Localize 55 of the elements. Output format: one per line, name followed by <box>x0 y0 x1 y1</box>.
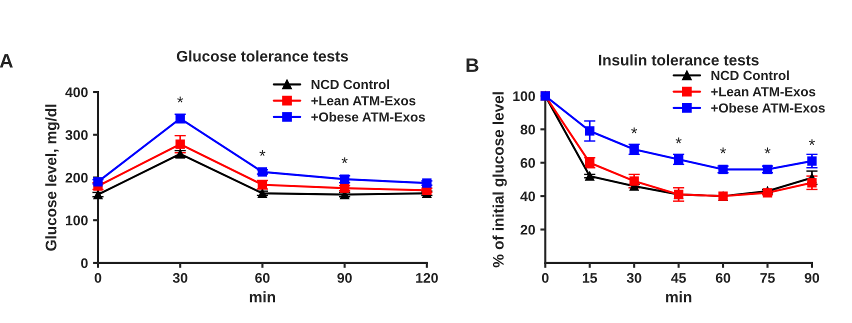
y-axis-title: % of initial glucose level <box>492 92 507 268</box>
text: A <box>0 54 13 68</box>
x-tick-label: 75 <box>760 273 775 283</box>
annotation: * <box>808 139 815 146</box>
chart-title: Insulin tolerance tests <box>598 54 759 66</box>
x-tick-label: 45 <box>671 273 686 283</box>
point <box>176 139 185 149</box>
y-tick-label: 20 <box>520 224 535 235</box>
y-axis-title: Glucose level, mg/dl <box>45 104 60 251</box>
legend-label: +Obese ATM-Exos <box>711 102 825 113</box>
point <box>807 156 817 166</box>
point <box>585 171 594 181</box>
chart-title: Glucose tolerance tests <box>176 50 348 62</box>
x-axis-title: min <box>250 291 276 302</box>
legend-label: +Lean ATM-Exos <box>311 96 416 106</box>
point <box>93 177 103 186</box>
annotation: * <box>342 157 348 164</box>
point <box>93 190 103 200</box>
annotation: * <box>177 96 184 103</box>
annotation: * <box>676 138 682 144</box>
y-tick-label: 0 <box>81 258 88 268</box>
x-tick-label: 90 <box>337 273 352 283</box>
y-tick-label: 200 <box>66 172 88 183</box>
x-tick-label: 30 <box>172 273 188 283</box>
legend-label: +Lean ATM-Exos <box>711 87 816 96</box>
legend-label: +Obese ATM-Exos <box>311 112 425 122</box>
legend-label: NCD Control <box>312 79 389 90</box>
x-axis-title: min <box>666 291 692 302</box>
point <box>176 149 185 159</box>
y-tick-label: 100 <box>66 216 88 226</box>
x-tick-label: 60 <box>716 273 730 283</box>
point <box>807 178 817 188</box>
y-tick-label: 60 <box>520 158 535 168</box>
x-tick-label: 0 <box>94 273 102 283</box>
point <box>258 167 268 177</box>
y-tick-label: 100 <box>513 91 535 102</box>
y-tick-label: 300 <box>65 130 88 140</box>
legend-label: NCD Control <box>712 70 789 80</box>
x-tick-label: 30 <box>626 273 642 283</box>
x-tick-label: 60 <box>255 273 270 283</box>
annotation: * <box>720 148 726 154</box>
point <box>762 188 772 198</box>
x-tick-label: 120 <box>416 273 438 283</box>
annotation: * <box>631 128 638 134</box>
text: B <box>466 58 478 72</box>
x-tick-label: 15 <box>582 273 598 283</box>
annotation: * <box>259 150 266 156</box>
point <box>629 176 639 186</box>
point <box>585 126 594 136</box>
y-tick-label: 40 <box>520 191 535 202</box>
y-tick-label: 400 <box>65 87 88 98</box>
y-tick-label: 80 <box>520 124 535 134</box>
x-tick-label: 0 <box>542 273 549 283</box>
x-tick-label: 90 <box>804 273 820 283</box>
annotation: * <box>764 148 770 154</box>
